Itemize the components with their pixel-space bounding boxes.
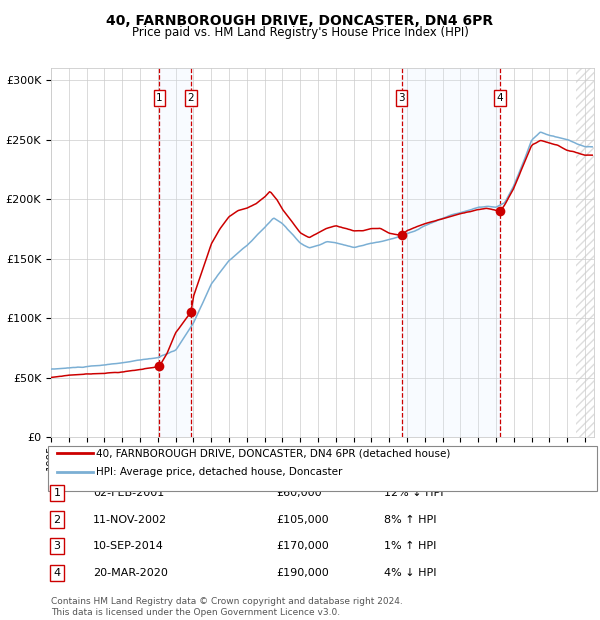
Text: 11-NOV-2002: 11-NOV-2002 [93, 515, 167, 525]
Text: 2: 2 [53, 515, 61, 525]
Text: 1% ↑ HPI: 1% ↑ HPI [384, 541, 436, 551]
Text: 1: 1 [53, 488, 61, 498]
Text: Contains HM Land Registry data © Crown copyright and database right 2024.
This d: Contains HM Land Registry data © Crown c… [51, 598, 403, 617]
Text: 40, FARNBOROUGH DRIVE, DONCASTER, DN4 6PR: 40, FARNBOROUGH DRIVE, DONCASTER, DN4 6P… [106, 14, 494, 28]
Text: 20-MAR-2020: 20-MAR-2020 [93, 568, 168, 578]
Bar [160, 68, 191, 437]
Text: 02-FEB-2001: 02-FEB-2001 [93, 488, 164, 498]
Text: 40, FARNBOROUGH DRIVE, DONCASTER, DN4 6PR (detached house): 40, FARNBOROUGH DRIVE, DONCASTER, DN4 6P… [96, 448, 451, 458]
Text: £105,000: £105,000 [276, 515, 329, 525]
Text: 8% ↑ HPI: 8% ↑ HPI [384, 515, 437, 525]
Text: £190,000: £190,000 [276, 568, 329, 578]
Text: Price paid vs. HM Land Registry's House Price Index (HPI): Price paid vs. HM Land Registry's House … [131, 26, 469, 39]
Text: 1: 1 [156, 93, 163, 103]
Text: 4% ↓ HPI: 4% ↓ HPI [384, 568, 437, 578]
Text: £60,000: £60,000 [276, 488, 322, 498]
Text: 3: 3 [398, 93, 405, 103]
Bar [401, 68, 500, 437]
Text: HPI: Average price, detached house, Doncaster: HPI: Average price, detached house, Donc… [96, 467, 343, 477]
Text: 10-SEP-2014: 10-SEP-2014 [93, 541, 164, 551]
Text: 4: 4 [53, 568, 61, 578]
Text: 3: 3 [53, 541, 61, 551]
Text: 12% ↓ HPI: 12% ↓ HPI [384, 488, 443, 498]
Text: £170,000: £170,000 [276, 541, 329, 551]
Text: 4: 4 [497, 93, 503, 103]
Text: 2: 2 [188, 93, 194, 103]
